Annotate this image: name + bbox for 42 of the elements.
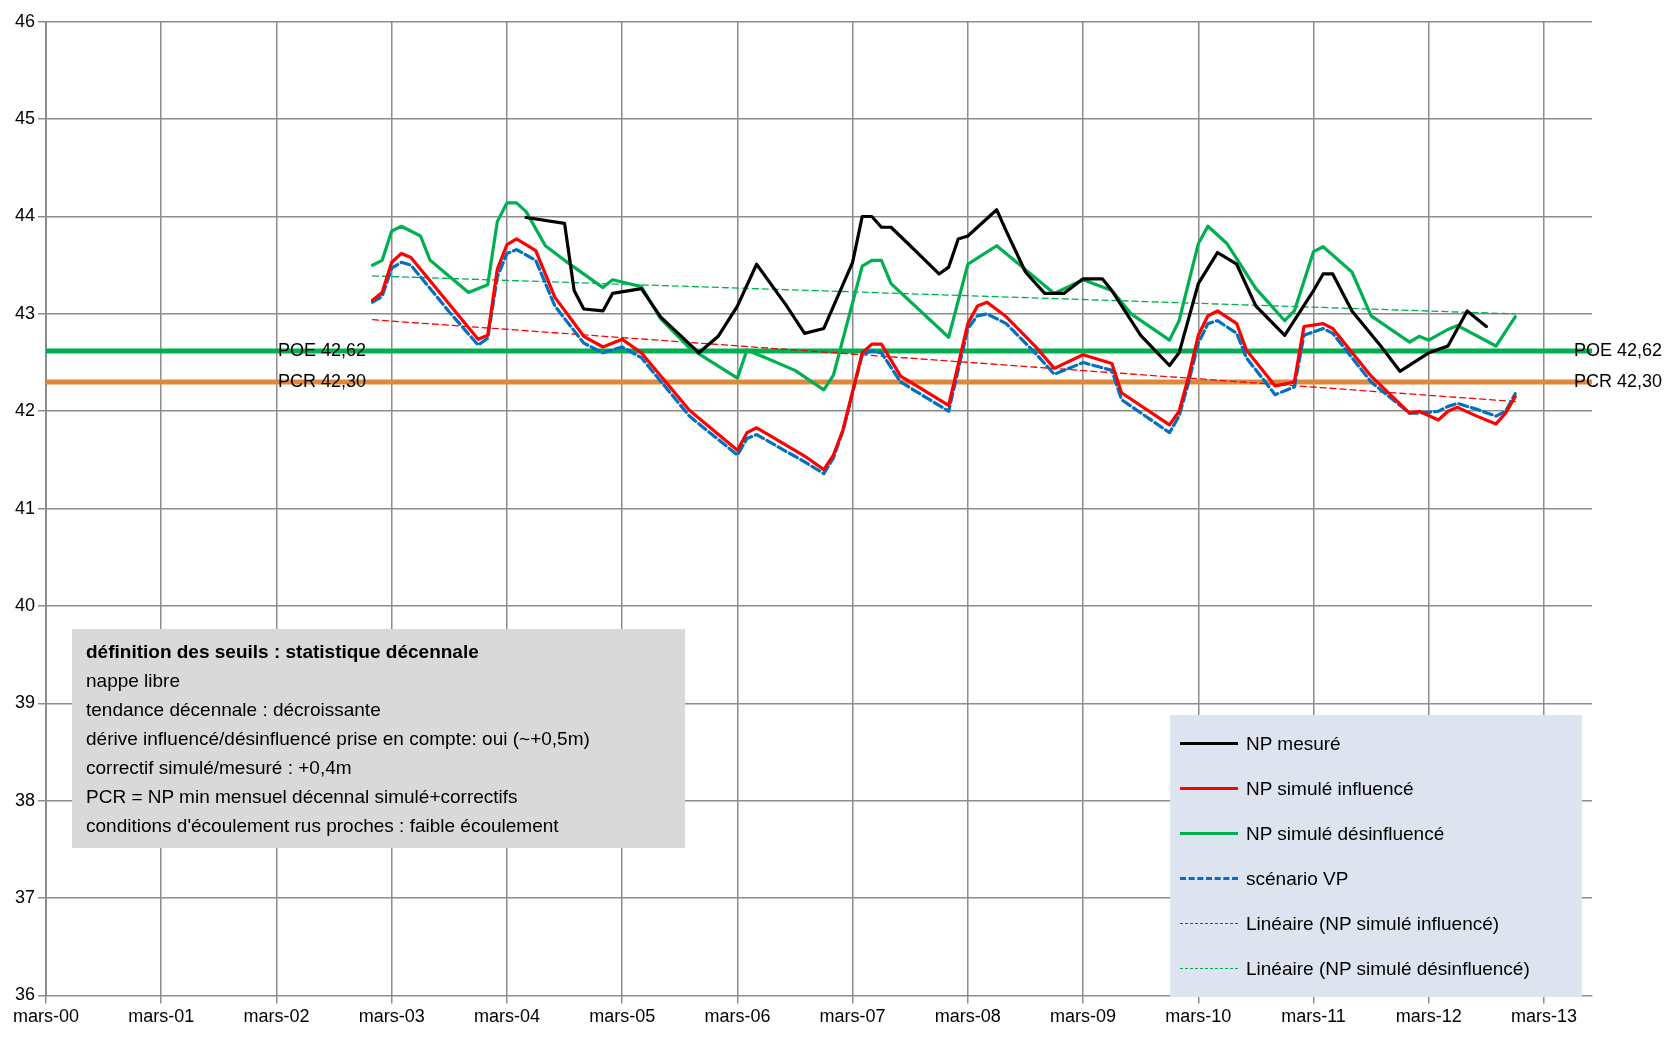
y-tick-label: 44 bbox=[14, 205, 36, 226]
x-tick-label: mars-07 bbox=[819, 1006, 886, 1027]
legend-label: NP mesuré bbox=[1246, 732, 1341, 755]
y-tick-label: 38 bbox=[14, 789, 36, 810]
annotation: dérive influencé/désinfluencé prise en compte: oui (~+0,5m) bbox=[86, 727, 591, 751]
y-tick-label: 42 bbox=[14, 400, 36, 421]
legend-label: NP simulé influencé bbox=[1246, 777, 1414, 800]
x-tick-label: mars-12 bbox=[1395, 1006, 1462, 1027]
y-tick-label: 36 bbox=[14, 984, 36, 1005]
x-tick-label: mars-09 bbox=[1050, 1006, 1117, 1027]
legend-label: Linéaire (NP simulé désinfluencé) bbox=[1246, 957, 1530, 980]
x-tick-label: mars-02 bbox=[243, 1006, 310, 1027]
y-tick-label: 45 bbox=[14, 108, 36, 129]
legend-label: Linéaire (NP simulé influencé) bbox=[1246, 912, 1500, 935]
ref-line-label: PCR 42,30 bbox=[277, 371, 366, 391]
y-tick-label: 41 bbox=[14, 497, 36, 518]
annotation: PCR = NP min mensuel décennal simulé+correctifs bbox=[86, 785, 519, 809]
y-tick-label: 40 bbox=[14, 594, 36, 615]
x-tick-label: mars-11 bbox=[1281, 1006, 1346, 1027]
text: PCR 42,30 bbox=[1573, 371, 1662, 391]
annotation: conditions d'écoulement rus proches : faible écoulement bbox=[86, 814, 560, 838]
x-tick-label: mars-04 bbox=[473, 1006, 540, 1027]
x-tick-label: mars-13 bbox=[1510, 1006, 1577, 1027]
x-tick-label: mars-08 bbox=[934, 1006, 1001, 1027]
legend-label: scénario VP bbox=[1246, 867, 1349, 890]
y-tick-label: 46 bbox=[14, 10, 36, 31]
y-tick-label: 43 bbox=[14, 302, 36, 323]
x-tick-label: mars-06 bbox=[704, 1006, 771, 1027]
annotation: définition des seuils : statistique décennale bbox=[86, 640, 480, 664]
text: POE 42,62 bbox=[1573, 339, 1662, 360]
x-tick-label: mars-05 bbox=[589, 1006, 656, 1027]
legend-label: NP simulé désinfluencé bbox=[1246, 822, 1445, 845]
annotation: correctif simulé/mesuré : +0,4m bbox=[86, 756, 353, 780]
y-tick-label: 37 bbox=[14, 887, 36, 908]
annotation: nappe libre bbox=[86, 669, 182, 693]
x-tick-label: mars-10 bbox=[1165, 1006, 1232, 1027]
annotation: tendance décennale : décroissante bbox=[86, 698, 382, 722]
x-tick-label: mars-03 bbox=[358, 1006, 425, 1027]
x-tick-label: mars-01 bbox=[128, 1006, 195, 1027]
ref-line-label: POE 42,62 bbox=[277, 339, 366, 360]
y-tick-label: 39 bbox=[14, 692, 36, 713]
x-tick-label: mars-00 bbox=[13, 1006, 80, 1027]
